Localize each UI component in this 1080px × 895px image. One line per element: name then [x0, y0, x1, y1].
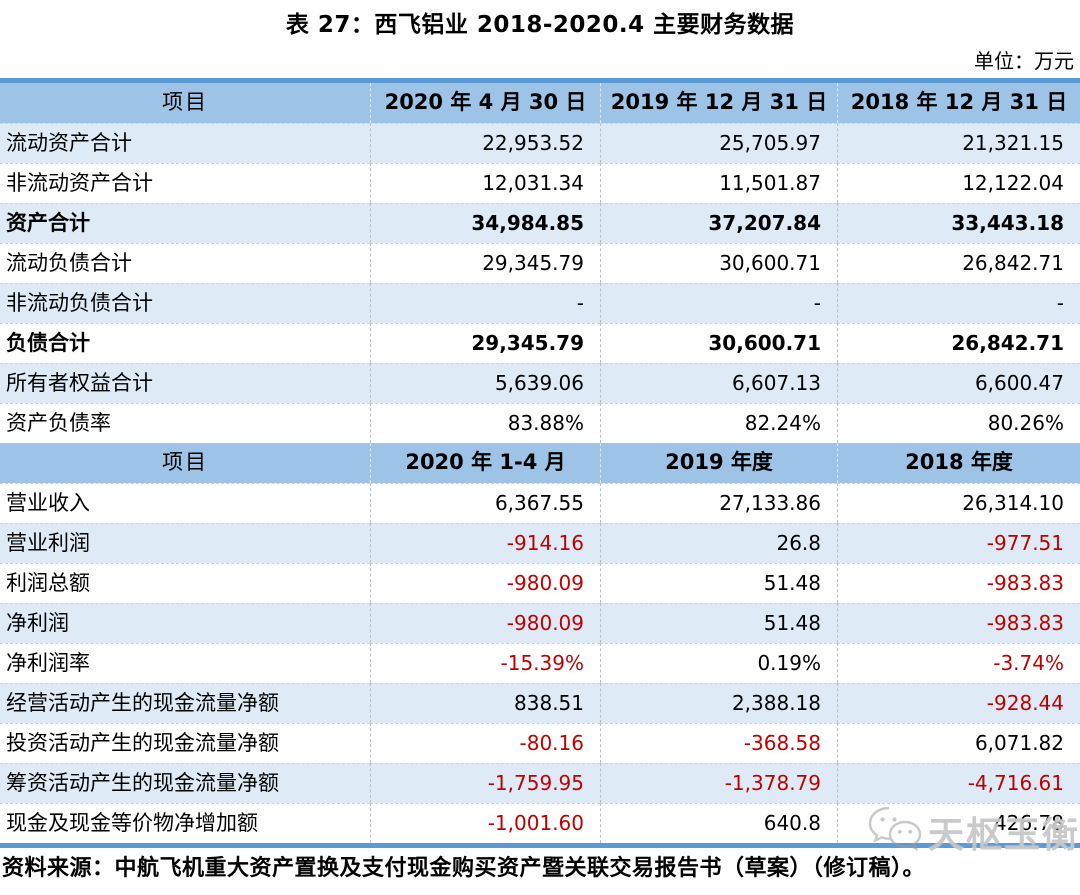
table-row: 所有者权益合计 5,639.06 6,607.13 6,600.47 — [0, 363, 1080, 403]
section-header-row-balance-sheet: 项目 2020 年 4 月 30 日 2019 年 12 月 31 日 2018 年 … — [0, 83, 1080, 123]
header-period-label: 2018 年 12 月 31 日 — [837, 83, 1080, 123]
cell-value: 12,031.34 — [370, 163, 600, 203]
cell-value: 5,639.06 — [370, 363, 600, 403]
cell-value: -1,001.60 — [370, 803, 600, 843]
cell-value: 12,122.04 — [837, 163, 1080, 203]
cell-value: 2,388.18 — [600, 683, 837, 723]
row-label: 现金及现金等价物净增加额 — [0, 803, 370, 843]
cell-value: 6,367.55 — [370, 483, 600, 523]
cell-value: 25,705.97 — [600, 123, 837, 163]
cell-value: 80.26% — [837, 403, 1080, 443]
cell-value: 26.8 — [600, 523, 837, 563]
header-period-label: 2019 年度 — [600, 443, 837, 483]
cell-value: 30,600.71 — [600, 243, 837, 283]
cell-value: -914.16 — [370, 523, 600, 563]
cell-value: 11,501.87 — [600, 163, 837, 203]
row-label: 非流动负债合计 — [0, 283, 370, 323]
source-note: 资料来源：中航飞机重大资产置换及支付现金购买资产暨关联交易报告书（草案）（修订稿… — [2, 856, 926, 881]
table-row: 负债合计 29,345.79 30,600.71 26,842.71 — [0, 323, 1080, 363]
cell-value: 30,600.71 — [600, 323, 837, 363]
cell-value: - — [837, 283, 1080, 323]
row-label: 资产负债率 — [0, 403, 370, 443]
row-label: 负债合计 — [0, 323, 370, 363]
cell-value: 0.19% — [600, 643, 837, 683]
cell-value: 26,842.71 — [837, 243, 1080, 283]
financial-table: 项目 2020 年 4 月 30 日 2019 年 12 月 31 日 2018 年 … — [0, 78, 1080, 848]
cell-value: 27,133.86 — [600, 483, 837, 523]
cell-value: - — [370, 283, 600, 323]
cell-value: 82.24% — [600, 403, 837, 443]
row-label: 营业收入 — [0, 483, 370, 523]
row-label: 利润总额 — [0, 563, 370, 603]
cell-value: 426.78 — [837, 803, 1080, 843]
row-label: 所有者权益合计 — [0, 363, 370, 403]
cell-value: 838.51 — [370, 683, 600, 723]
table-row: 资产合计 34,984.85 37,207.84 33,443.18 — [0, 203, 1080, 243]
cell-value: 37,207.84 — [600, 203, 837, 243]
row-label: 营业利润 — [0, 523, 370, 563]
cell-value: -368.58 — [600, 723, 837, 763]
row-label: 资产合计 — [0, 203, 370, 243]
row-label: 流动负债合计 — [0, 243, 370, 283]
cell-value: -983.83 — [837, 603, 1080, 643]
cell-value: -980.09 — [370, 603, 600, 643]
header-period-label: 2018 年度 — [837, 443, 1080, 483]
row-label: 筹资活动产生的现金流量净额 — [0, 763, 370, 803]
cell-value: 83.88% — [370, 403, 600, 443]
table-row: 资产负债率 83.88% 82.24% 80.26% — [0, 403, 1080, 443]
table-row: 现金及现金等价物净增加额 -1,001.60 640.8 426.78 — [0, 803, 1080, 843]
table-row: 筹资活动产生的现金流量净额 -1,759.95 -1,378.79 -4,716.61 — [0, 763, 1080, 803]
cell-value: -4,716.61 — [837, 763, 1080, 803]
cell-value: -3.74% — [837, 643, 1080, 683]
table-row: 非流动负债合计 - - - — [0, 283, 1080, 323]
table-row: 非流动资产合计 12,031.34 11,501.87 12,122.04 — [0, 163, 1080, 203]
table-row: 净利润率 -15.39% 0.19% -3.74% — [0, 643, 1080, 683]
cell-value: 26,314.10 — [837, 483, 1080, 523]
row-label: 投资活动产生的现金流量净额 — [0, 723, 370, 763]
cell-value: 29,345.79 — [370, 323, 600, 363]
cell-value: -983.83 — [837, 563, 1080, 603]
table-row: 经营活动产生的现金流量净额 838.51 2,388.18 -928.44 — [0, 683, 1080, 723]
table-row: 投资活动产生的现金流量净额 -80.16 -368.58 6,071.82 — [0, 723, 1080, 763]
cell-value: -980.09 — [370, 563, 600, 603]
header-period-label: 2020 年 1-4 月 — [370, 443, 600, 483]
cell-value: 34,984.85 — [370, 203, 600, 243]
table-row: 营业利润 -914.16 26.8 -977.51 — [0, 523, 1080, 563]
cell-value: -1,378.79 — [600, 763, 837, 803]
table-row: 净利润 -980.09 51.48 -983.83 — [0, 603, 1080, 643]
row-label: 流动资产合计 — [0, 123, 370, 163]
cell-value: 26,842.71 — [837, 323, 1080, 363]
section-header-row-income-cashflow: 项目 2020 年 1-4 月 2019 年度 2018 年度 — [0, 443, 1080, 483]
cell-value: 6,600.47 — [837, 363, 1080, 403]
cell-value: - — [600, 283, 837, 323]
row-label: 经营活动产生的现金流量净额 — [0, 683, 370, 723]
table-row: 流动资产合计 22,953.52 25,705.97 21,321.15 — [0, 123, 1080, 163]
header-item-label: 项目 — [162, 450, 208, 474]
cell-value: 22,953.52 — [370, 123, 600, 163]
page-title: 表 27：西飞铝业 2018-2020.4 主要财务数据 — [285, 12, 795, 38]
cell-value: -15.39% — [370, 643, 600, 683]
cell-value: 640.8 — [600, 803, 837, 843]
cell-value: -977.51 — [837, 523, 1080, 563]
cell-value: -928.44 — [837, 683, 1080, 723]
cell-value: -1,759.95 — [370, 763, 600, 803]
cell-value: 33,443.18 — [837, 203, 1080, 243]
header-item-label: 项目 — [162, 90, 208, 114]
table-row: 营业收入 6,367.55 27,133.86 26,314.10 — [0, 483, 1080, 523]
cell-value: -80.16 — [370, 723, 600, 763]
cell-value: 21,321.15 — [837, 123, 1080, 163]
cell-value: 6,607.13 — [600, 363, 837, 403]
cell-value: 6,071.82 — [837, 723, 1080, 763]
unit-label: 单位：万元 — [974, 49, 1074, 73]
cell-value: 29,345.79 — [370, 243, 600, 283]
table-row: 流动负债合计 29,345.79 30,600.71 26,842.71 — [0, 243, 1080, 283]
header-period-label: 2019 年 12 月 31 日 — [600, 83, 837, 123]
row-label: 净利润 — [0, 603, 370, 643]
cell-value: 51.48 — [600, 563, 837, 603]
row-label: 净利润率 — [0, 643, 370, 683]
header-period-label: 2020 年 4 月 30 日 — [370, 83, 600, 123]
table-row: 利润总额 -980.09 51.48 -983.83 — [0, 563, 1080, 603]
row-label: 非流动资产合计 — [0, 163, 370, 203]
cell-value: 51.48 — [600, 603, 837, 643]
